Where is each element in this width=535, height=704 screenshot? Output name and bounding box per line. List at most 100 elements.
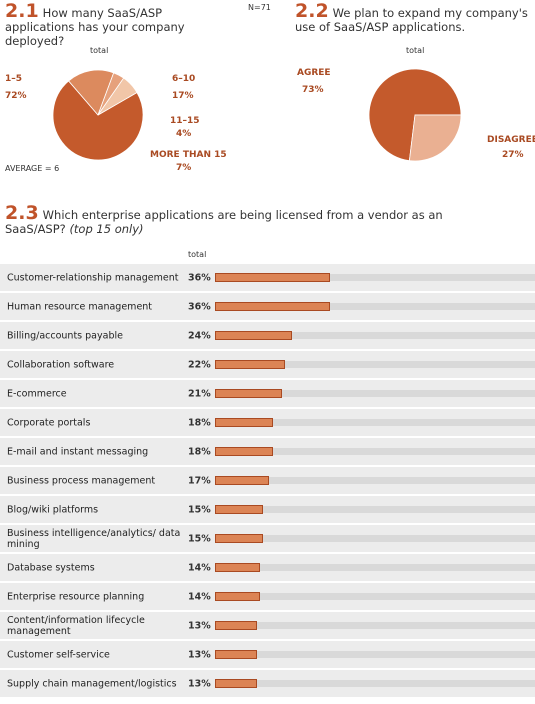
chart-title: Which enterprise applications are being … (5, 208, 443, 236)
bar-row: Human resource management 36% (0, 293, 535, 320)
value-label: 21% (188, 388, 211, 399)
slice-label: 11–15 (170, 116, 200, 126)
slice-value: 4% (176, 129, 192, 139)
chart-title: We plan to expand my company's use of Sa… (295, 6, 528, 34)
slice-value: 27% (502, 150, 524, 160)
bar-row: Enterprise resource planning 14% (0, 583, 535, 610)
chart-title: How many SaaS/ASP applications has your … (5, 6, 185, 48)
value-label: 18% (188, 417, 211, 428)
slice-value: 73% (302, 85, 324, 95)
category-label: Corporate portals (7, 417, 91, 428)
section-number: 2.1 (5, 0, 39, 22)
bar (215, 592, 260, 601)
bar-track (215, 593, 535, 600)
bar (215, 679, 257, 688)
pie-slice (97, 77, 138, 116)
bar (215, 476, 270, 485)
bar (215, 389, 283, 398)
title-note: (top 15 only) (69, 222, 144, 236)
value-label: 13% (188, 649, 211, 660)
bar-row: Customer-relationship management 36% (0, 264, 535, 291)
subtitle: total (406, 46, 425, 55)
subtitle: total (188, 250, 207, 259)
slice-label: AGREE (297, 68, 331, 78)
bar-track (215, 564, 535, 571)
category-label: E-mail and instant messaging (7, 446, 149, 457)
bar-row: E-mail and instant messaging 18% (0, 438, 535, 465)
pie-slice (408, 114, 462, 162)
value-label: 36% (188, 272, 211, 283)
bar (215, 331, 292, 340)
bar (215, 273, 331, 282)
bar-track (215, 448, 535, 455)
value-label: 36% (188, 301, 211, 312)
slice-label: 6–10 (172, 74, 196, 84)
bar-track (215, 419, 535, 426)
pie-layer (52, 68, 462, 162)
bar-track (215, 680, 535, 687)
category-label: Blog/wiki platforms (7, 504, 99, 515)
pie1-heading: 2.1 How many SaaS/ASP applications has yo… (5, 2, 205, 49)
bar (215, 418, 273, 427)
bar-track (215, 303, 535, 310)
bar (215, 534, 263, 543)
value-label: 13% (188, 620, 211, 631)
bar-row: Customer self-service 13% (0, 641, 535, 668)
bar-track (215, 332, 535, 339)
category-label: Collaboration software (7, 359, 115, 370)
bar-row: Business process management 17% (0, 467, 535, 494)
category-label: E-commerce (7, 388, 67, 399)
bar-row: Blog/wiki platforms 15% (0, 496, 535, 523)
category-label: Content/information lifecycle management (7, 614, 145, 637)
value-label: 14% (188, 562, 211, 573)
section-number: 2.3 (5, 202, 39, 224)
category-label: Human resource management (7, 301, 153, 312)
value-label: 15% (188, 533, 211, 544)
bar-track (215, 390, 535, 397)
bar (215, 447, 273, 456)
slice-value: 17% (172, 91, 194, 101)
bar-row: Billing/accounts payable 24% (0, 322, 535, 349)
category-label: Enterprise resource planning (7, 591, 145, 602)
value-label: 15% (188, 504, 211, 515)
bar-row: Collaboration software 22% (0, 351, 535, 378)
slice-label: DISAGREE (487, 135, 535, 145)
bar-heading: 2.3 Which enterprise applications are bei… (5, 204, 475, 237)
category-label: Business process management (7, 475, 156, 486)
bar-track (215, 651, 535, 658)
category-label: Customer self-service (7, 649, 110, 660)
slice-label: MORE THAN 15 (150, 150, 227, 160)
slice-value: 72% (5, 91, 27, 101)
bar-track (215, 622, 535, 629)
bar-row: E-commerce 21% (0, 380, 535, 407)
bar (215, 650, 257, 659)
category-label: Customer-relationship management (7, 272, 179, 283)
value-label: 14% (188, 591, 211, 602)
pie2-heading: 2.2 We plan to expand my company's use of… (295, 2, 530, 35)
value-label: 13% (188, 678, 211, 689)
annotation: AVERAGE = 6 (5, 164, 60, 173)
category-label: Business intelligence/analytics/ data mi… (7, 527, 181, 550)
bar-row: Supply chain management/logistics 13% (0, 670, 535, 697)
bar (215, 360, 286, 369)
category-label: Database systems (7, 562, 95, 573)
bar-row: Database systems 14% (0, 554, 535, 581)
slice-value: 7% (176, 163, 192, 173)
pie-slice (52, 80, 144, 161)
bar-row: Content/information lifecycle management… (0, 612, 535, 639)
bar-track (215, 535, 535, 542)
bar (215, 302, 331, 311)
section-number: 2.2 (295, 0, 329, 22)
value-label: 24% (188, 330, 211, 341)
value-label: 18% (188, 446, 211, 457)
bar-row: Corporate portals 18% (0, 409, 535, 436)
value-label: 22% (188, 359, 211, 370)
subtitle: total (90, 46, 109, 55)
value-label: 17% (188, 475, 211, 486)
slice-label: 1–5 (5, 74, 23, 84)
category-label: Supply chain management/logistics (7, 678, 177, 689)
bar-track (215, 274, 535, 281)
category-label: Billing/accounts payable (7, 330, 123, 341)
bar-track (215, 506, 535, 513)
